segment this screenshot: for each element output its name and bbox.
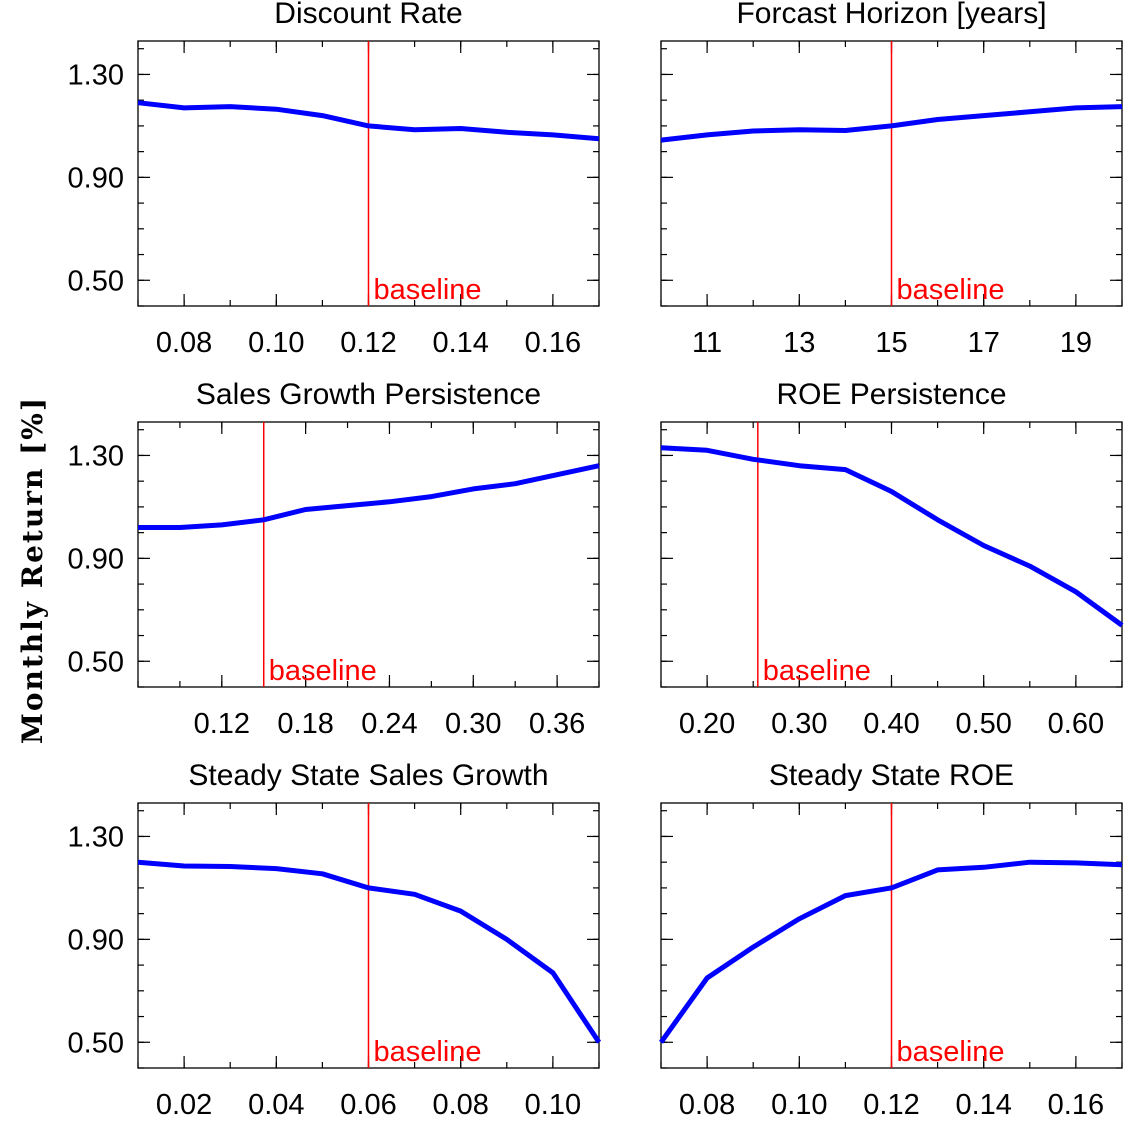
- chart-title: Discount Rate: [274, 0, 462, 30]
- x-tick-label: 0.08: [432, 1089, 488, 1121]
- x-tick-label: 0.60: [1048, 708, 1104, 740]
- y-tick-label: 1.30: [68, 440, 124, 472]
- x-tick-label: 0.30: [771, 708, 827, 740]
- chart-panel: ROE Persistence 0.20 0.30 0.40 0.50 0.60 basel…: [660, 378, 1124, 740]
- x-tick-label: 0.12: [340, 327, 396, 359]
- y-axis-label: Monthly Return [%]: [16, 396, 49, 744]
- x-tick-label: 0.08: [156, 327, 212, 359]
- chart-title: Forcast Horizon [years]: [736, 0, 1046, 30]
- y-tick-label: 0.50: [68, 265, 124, 297]
- x-tick-label: 13: [783, 327, 815, 359]
- baseline-label: baseline: [269, 655, 377, 687]
- chart-title: Sales Growth Persistence: [196, 378, 541, 411]
- x-tick-label: 0.16: [525, 327, 581, 359]
- chart-panel: Steady State Sales Growth 0.02 0.04 0.06 0.0…: [68, 759, 602, 1121]
- chart-panel: Steady State ROE 0.08 0.10 0.12 0.14 0.16 base…: [658, 759, 1123, 1121]
- chart-title: Steady State ROE: [769, 759, 1014, 792]
- y-tick-label: 1.30: [68, 59, 124, 91]
- x-tick-label: 0.02: [156, 1089, 212, 1121]
- x-tick-label: 11: [692, 327, 722, 359]
- x-tick-label: 0.14: [955, 1089, 1011, 1121]
- x-tick-label: 0.14: [432, 327, 488, 359]
- series-line: [658, 859, 1123, 1044]
- y-tick-label: 0.50: [68, 1027, 124, 1059]
- baseline-label: baseline: [374, 1036, 482, 1068]
- x-tick-label: 0.40: [863, 708, 919, 740]
- baseline-label: baseline: [897, 1036, 1005, 1068]
- chart-panel: Discount Rate 0.08 0.10 0.12 0.14 0.16 0.50 0.9…: [68, 0, 600, 359]
- y-tick-label: 0.90: [68, 924, 124, 956]
- y-tick-label: 0.50: [68, 646, 124, 678]
- baseline-label: baseline: [897, 274, 1005, 306]
- baseline-label: baseline: [763, 655, 871, 687]
- y-tick-label: 0.90: [68, 543, 124, 575]
- x-tick-label: 0.10: [771, 1089, 827, 1121]
- series-line: [138, 463, 600, 530]
- series-line: [660, 445, 1124, 628]
- baseline-label: baseline: [374, 274, 482, 306]
- x-tick-label: 19: [1060, 327, 1092, 359]
- x-tick-label: 0.24: [361, 708, 417, 740]
- x-tick-label: 17: [968, 327, 1000, 359]
- x-tick-label: 0.04: [248, 1089, 304, 1121]
- panels: Discount Rate 0.08 0.10 0.12 0.14 0.16 0.50 0.9…: [68, 0, 1124, 1121]
- plot-frame: [137, 421, 600, 688]
- chart-title: Steady State Sales Growth: [188, 759, 548, 792]
- x-tick-label: 0.10: [248, 327, 304, 359]
- y-tick-label: 1.30: [68, 821, 124, 853]
- chart-panel: Forcast Horizon [years] 11 13 15 17 19 baselin…: [660, 0, 1123, 359]
- x-tick-label: 0.12: [194, 708, 250, 740]
- chart-title: ROE Persistence: [776, 378, 1006, 411]
- x-tick-label: 0.06: [340, 1089, 396, 1121]
- x-tick-label: 0.12: [863, 1089, 919, 1121]
- chart-panel: Sales Growth Persistence 0.12 0.18 0.24 0.30…: [68, 378, 600, 740]
- x-tick-label: 15: [875, 327, 907, 359]
- series-line: [137, 100, 600, 142]
- x-tick-label: 0.10: [525, 1089, 581, 1121]
- series-line: [137, 859, 602, 1044]
- plot-frame: [660, 421, 1123, 688]
- x-tick-label: 0.30: [445, 708, 501, 740]
- x-tick-label: 0.16: [1048, 1089, 1104, 1121]
- x-tick-label: 0.08: [679, 1089, 735, 1121]
- x-tick-label: 0.50: [955, 708, 1011, 740]
- x-tick-label: 0.20: [679, 708, 735, 740]
- x-tick-label: 0.18: [277, 708, 333, 740]
- series-line: [660, 104, 1123, 143]
- y-tick-label: 0.90: [68, 162, 124, 194]
- x-tick-label: 0.36: [529, 708, 585, 740]
